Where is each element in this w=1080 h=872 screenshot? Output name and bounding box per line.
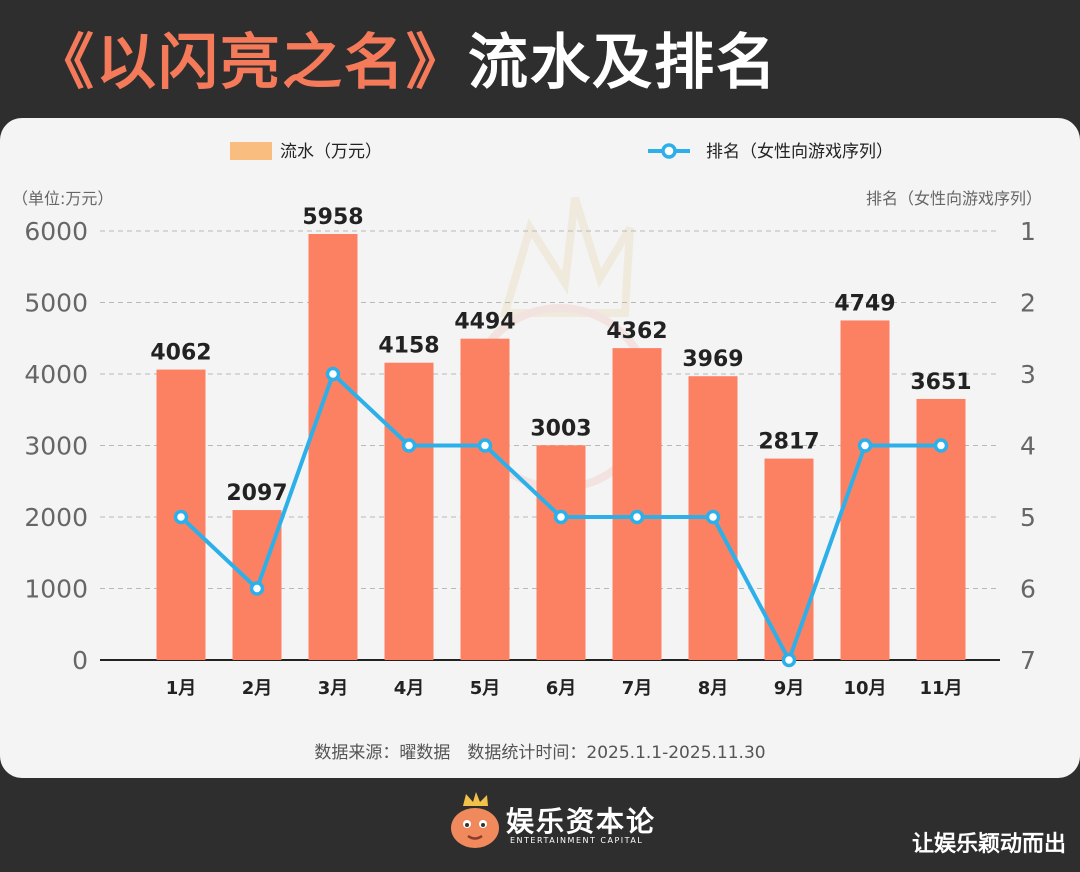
x-tick-label: 4月 (394, 678, 425, 699)
y-left-tick-label: 4000 (24, 360, 88, 389)
title-rest: 流水及排名 (468, 28, 778, 98)
x-tick-label: 9月 (774, 678, 805, 699)
y-left-tick-label: 0 (72, 646, 88, 675)
y-right-tick-label: 6 (1020, 575, 1036, 604)
page-title: 《以闪亮之名》流水及排名 (34, 18, 778, 108)
slogan: 让娱乐颖动而出 (911, 832, 1066, 857)
rank-point (249, 581, 265, 596)
y-left-tick-label: 3000 (24, 432, 88, 461)
bar-value-label: 4158 (378, 334, 439, 359)
x-tick-label: 1月 (166, 678, 197, 699)
bar-value-label: 4494 (454, 310, 515, 335)
y-right-tick-label: 5 (1020, 503, 1036, 532)
bar-value-label: 4749 (834, 291, 895, 316)
bar-value-label: 3969 (682, 347, 743, 372)
x-tick-label: 8月 (698, 678, 729, 699)
bar-value-label: 3003 (530, 416, 591, 441)
rank-point (553, 509, 569, 525)
rank-point (477, 438, 493, 453)
bar-value-label: 2817 (758, 430, 819, 455)
bar-value-label: 3651 (910, 370, 971, 395)
rank-point (933, 438, 949, 453)
x-tick-label: 5月 (470, 678, 501, 699)
brand-subtitle: ENTERTAINMENT CAPITAL (510, 836, 644, 845)
x-tick-label: 3月 (318, 678, 349, 699)
y-left-tick-label: 2000 (24, 503, 88, 532)
y-right-tick-label: 7 (1020, 646, 1036, 675)
x-tick-label: 10月 (843, 678, 886, 699)
y-right-tick-label: 3 (1020, 360, 1036, 389)
legend-bar-swatch (230, 142, 272, 160)
rank-point (401, 438, 417, 453)
bar-value-label: 4062 (150, 341, 211, 366)
brand-logo: 娱乐资本论 ENTERTAINMENT CAPITAL (446, 790, 666, 856)
title-highlight: 《以闪亮之名》 (34, 28, 468, 98)
x-tick-label: 7月 (622, 678, 653, 699)
y-right-axis-title: 排名（女性向游戏序列） (866, 189, 1042, 208)
x-tick-label: 2月 (242, 678, 273, 699)
rank-point (629, 509, 645, 525)
rank-point (173, 509, 189, 525)
brand-name: 娱乐资本论 (506, 805, 657, 838)
rank-point (705, 509, 721, 525)
bar (916, 398, 966, 660)
legend-bar-label: 流水（万元） (280, 142, 382, 162)
legend-line-label: 排名（女性向游戏序列） (706, 142, 893, 162)
rank-point (781, 652, 797, 668)
x-tick-label: 6月 (546, 678, 577, 699)
bar (460, 338, 510, 660)
y-left-axis-title: （单位:万元） (12, 189, 113, 208)
y-right-tick-label: 4 (1020, 432, 1036, 461)
y-right-tick-label: 2 (1020, 289, 1036, 318)
bar-value-label: 4362 (606, 319, 667, 344)
y-left-tick-label: 5000 (24, 289, 88, 318)
bar (536, 445, 586, 660)
y-left-tick-label: 1000 (24, 575, 88, 604)
bar-value-label: 5958 (302, 205, 363, 230)
bar-value-label: 2097 (226, 481, 287, 506)
rank-point (857, 438, 873, 453)
bar (308, 234, 358, 660)
rank-point (325, 366, 341, 382)
chart-card: 流水（万元） 排名（女性向游戏序列） （单位:万元） 排名（女性向游戏序列） 4… (0, 118, 1080, 778)
y-right-tick-label: 1 (1020, 217, 1036, 246)
mascot-logo-icon (451, 792, 499, 848)
source-note: 数据来源：曜数据 数据统计时间：2025.1.1-2025.11.30 (314, 743, 765, 763)
combo-chart: 流水（万元） 排名（女性向游戏序列） （单位:万元） 排名（女性向游戏序列） 4… (12, 142, 1042, 763)
bar (612, 348, 662, 660)
x-tick-label: 11月 (919, 678, 962, 699)
legend-line-swatch (648, 143, 690, 159)
bar (384, 362, 434, 660)
y-left-tick-label: 6000 (24, 217, 88, 246)
